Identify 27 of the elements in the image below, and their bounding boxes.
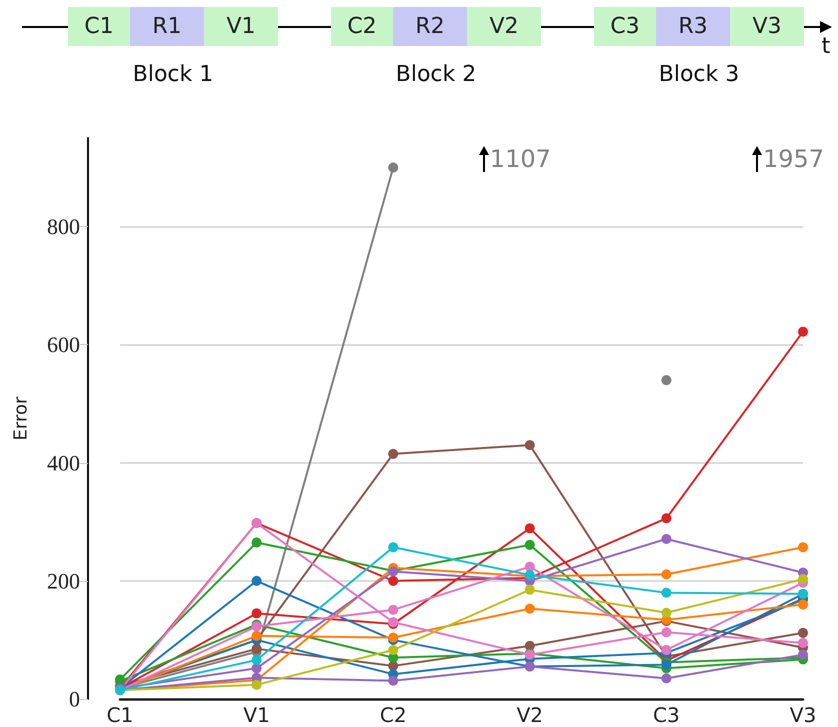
annotation: 1957 — [763, 145, 824, 173]
y-tick-label: 200 — [47, 568, 80, 594]
y-tick-label: 600 — [47, 332, 80, 358]
x-tick-label: V1 — [243, 703, 270, 727]
text: V1 — [204, 7, 278, 46]
y-tick-label: 0 — [69, 686, 80, 712]
text: C3 — [594, 7, 656, 46]
x-tick-label: C2 — [380, 703, 407, 727]
text: C2 — [331, 7, 393, 46]
text: R1 — [130, 7, 204, 46]
text: V3 — [730, 7, 804, 46]
text: t — [822, 34, 830, 59]
y-tick-label: 400 — [47, 450, 80, 476]
text: R3 — [656, 7, 730, 46]
text: Block 2 — [396, 62, 476, 87]
text: Block 3 — [658, 62, 740, 87]
x-tick-label: V2 — [516, 703, 544, 727]
x-tick-label: C3 — [653, 703, 680, 727]
text: Block 1 — [132, 62, 214, 87]
annotation: 1107 — [490, 145, 551, 173]
x-tick-label: C1 — [106, 703, 134, 727]
text: C1 — [68, 7, 130, 46]
y-axis-title: Error — [10, 396, 32, 440]
y-tick-label: 800 — [47, 214, 80, 240]
x-tick-label: V3 — [790, 703, 816, 727]
text: V2 — [467, 7, 541, 46]
text: R2 — [393, 7, 467, 46]
